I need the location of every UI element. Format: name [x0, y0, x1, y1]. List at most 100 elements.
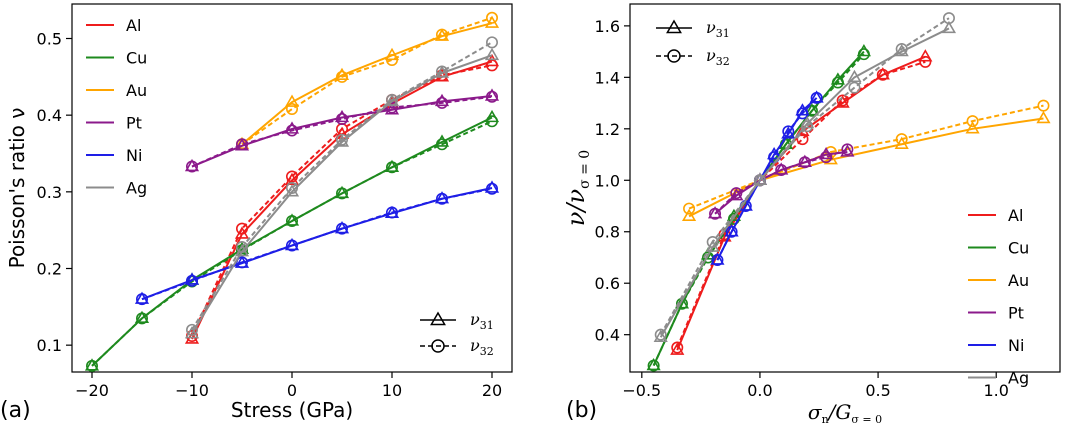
x-tick-label: −20	[75, 381, 109, 400]
marker-nu31	[707, 206, 723, 219]
line-nu32-ni	[141, 187, 493, 301]
line-nu32-pt	[714, 148, 848, 215]
marker-nu31	[1036, 110, 1051, 124]
legend-label-cu: Cu	[126, 49, 147, 68]
legend-label-au: Au	[1008, 271, 1029, 290]
marker-nu32	[810, 91, 823, 104]
plot-frame	[629, 3, 1061, 373]
marker-nu32	[485, 11, 498, 24]
marker-nu32	[671, 341, 684, 354]
marker-nu31	[752, 172, 768, 185]
panel-a: −20 −10 0 10 20 0.1 0.2 0.3 0.4 0.5 Al Cu Au Pt Ni Ag ν3…	[0, 3, 513, 423]
x-tick-label: 10	[382, 381, 402, 400]
marker-nu32	[725, 225, 738, 238]
series-pt	[707, 143, 855, 220]
legend-label-nu31: ν31	[706, 18, 730, 40]
marker-nu31	[781, 126, 796, 139]
legend-label-pt: Pt	[1008, 304, 1024, 323]
y-tick-label: 0.6	[595, 274, 620, 293]
legend-label-cu: Cu	[1008, 239, 1029, 258]
marker-nu32	[186, 274, 199, 287]
marker-nu31	[965, 121, 980, 134]
marker-nu32	[876, 68, 889, 81]
marker-nu32	[753, 174, 766, 187]
marker-nu32	[285, 182, 298, 195]
marker-nu32	[782, 125, 795, 138]
line-nu32-au	[688, 104, 1044, 210]
y-axis-label: ν/νσ = 0	[562, 150, 593, 226]
marker-nu32	[831, 76, 844, 89]
x-tick-label: −0.5	[622, 381, 661, 400]
marker-nu32	[236, 241, 249, 254]
legend-label-nu31: ν31	[470, 310, 494, 332]
y-axis-label: Poisson's ratio ν	[5, 108, 29, 269]
legend-label-au: Au	[126, 81, 147, 100]
marker-nu31	[724, 224, 739, 237]
marker-nu31	[284, 213, 300, 226]
legend-label-nu32: ν32	[470, 336, 494, 358]
line-nu32-pt	[191, 95, 493, 168]
marker-nu32	[485, 36, 498, 49]
panel-label-a: (a)	[0, 398, 31, 423]
x-axis-label: Stress (GPa)	[231, 398, 353, 422]
marker-nu32	[848, 81, 861, 94]
marker-nu32	[285, 239, 298, 252]
marker-nu32	[236, 256, 249, 269]
y-tick-label: 0.2	[37, 260, 62, 279]
marker-nu31	[284, 184, 300, 197]
marker-nu31	[804, 103, 820, 116]
marker-nu32	[485, 182, 498, 195]
legend-triangle-marker	[666, 19, 682, 34]
marker-nu31	[384, 159, 400, 172]
panel-b: −0.5 0.0 0.5 1.0 0.4 0.6 0.8 1.0 1.2 1.4 1.6 Al Cu Au…	[562, 3, 1061, 426]
y-tick-label: 1.2	[595, 120, 620, 139]
marker-nu31	[484, 180, 500, 193]
marker-nu31	[941, 20, 957, 34]
legend-circle-marker	[431, 339, 445, 353]
marker-nu31	[840, 144, 855, 157]
marker-nu32	[385, 53, 398, 66]
x-tick-label: 20	[482, 381, 502, 400]
marker-nu32	[236, 138, 249, 151]
marker-nu31	[835, 95, 850, 108]
marker-nu32	[1037, 99, 1050, 112]
marker-nu31	[875, 67, 890, 80]
series-ni	[134, 180, 500, 306]
line-nu32-al	[676, 60, 926, 348]
marker-nu32	[711, 254, 724, 267]
marker-nu32	[335, 133, 348, 146]
marker-nu32	[796, 133, 809, 146]
marker-nu31	[797, 154, 812, 167]
marker-nu31	[653, 329, 668, 342]
legend-nu32: ν32	[656, 46, 730, 68]
panel-label-b: (b)	[566, 398, 597, 423]
marker-nu32	[285, 124, 298, 137]
line-nu31-pt	[191, 95, 493, 168]
marker-nu32	[654, 328, 667, 341]
marker-nu32	[335, 187, 348, 200]
x-tick-label: 0.0	[747, 381, 772, 400]
marker-nu31	[334, 134, 350, 147]
marker-nu32	[706, 236, 719, 249]
legend-label-pt: Pt	[126, 114, 142, 133]
y-tick-label: 0.3	[37, 183, 62, 202]
legend-nu32: ν32	[420, 336, 494, 358]
marker-nu32	[435, 96, 448, 109]
marker-nu32	[895, 43, 908, 56]
marker-nu31	[134, 310, 150, 324]
marker-nu32	[683, 202, 696, 215]
marker-nu32	[775, 163, 788, 176]
legend-nu31: ν31	[420, 310, 494, 332]
x-tick-label: 0	[287, 381, 297, 400]
marker-nu32	[485, 115, 498, 128]
legend-label-al: Al	[126, 16, 141, 35]
marker-nu31	[334, 67, 350, 80]
series-au	[234, 11, 500, 151]
marker-nu32	[796, 107, 809, 120]
legend-label-ni: Ni	[1008, 336, 1024, 355]
marker-nu31	[134, 291, 150, 304]
marker-nu31	[847, 69, 862, 83]
y-tick-label: 0.5	[37, 30, 62, 49]
y-tick-label: 0.8	[595, 223, 620, 242]
